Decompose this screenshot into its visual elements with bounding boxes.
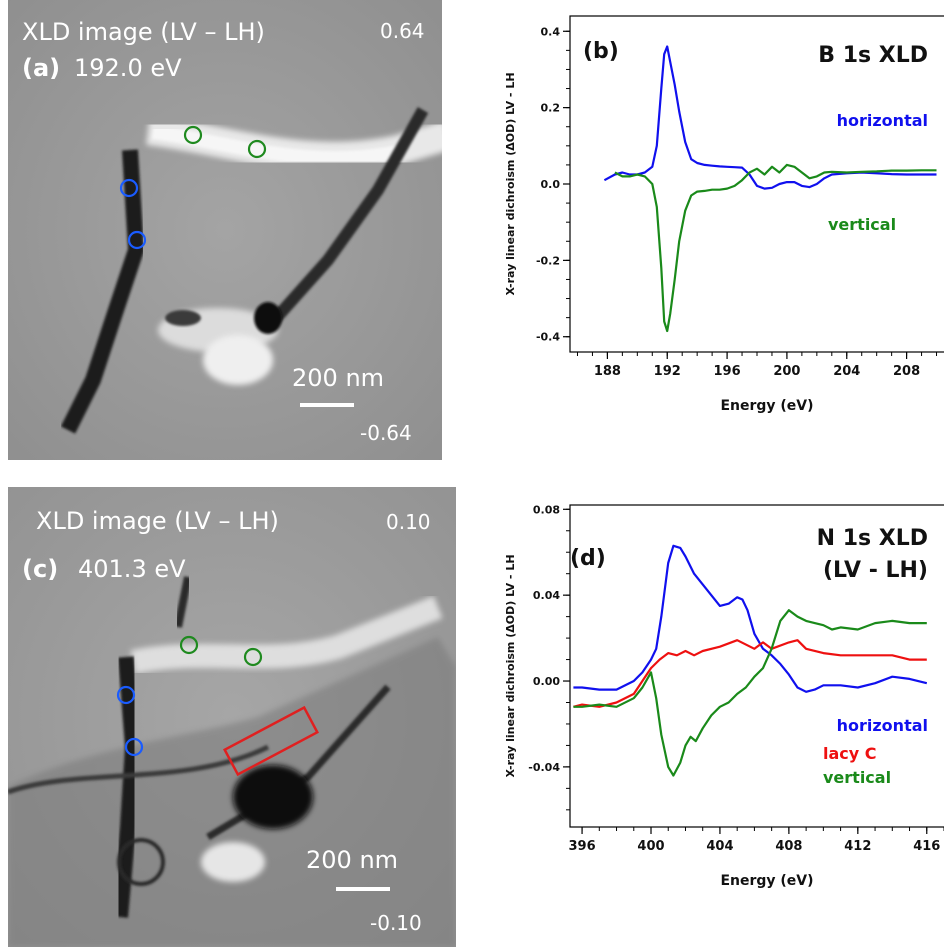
x-tick-label: 204 — [833, 364, 860, 379]
plot-frame — [569, 504, 944, 828]
horizontal-marker — [119, 178, 139, 198]
y-tick-label: 0.4 — [541, 25, 561, 38]
xld-image-panel-c: XLD image (LV – LH) (c) 401.3 eV 0.10 20… — [8, 487, 456, 947]
scale-bar — [336, 887, 390, 891]
legend-entry: vertical — [823, 768, 891, 787]
horizontal-marker — [127, 230, 147, 250]
panel-label: (d) — [570, 546, 606, 571]
y-axis-label: X-ray linear dichroism (ΔOD) LV - LH — [504, 72, 517, 295]
y-tick-label: 0.00 — [533, 675, 560, 688]
xld-image-c: XLD image (LV – LH) (c) 401.3 eV 0.10 20… — [8, 487, 456, 947]
x-tick-label: 208 — [893, 364, 920, 379]
max-value-label: 0.64 — [380, 19, 425, 43]
chart-d: 396 400 404 408 412 416 0.08 0.04 0.00 -0.04 Energ… — [504, 503, 944, 889]
xld-image-panel-a: XLD image (LV – LH) (a) 192.0 eV 0.64 20… — [8, 0, 442, 460]
scale-bar-label: 200 nm — [306, 846, 398, 874]
y-axis-label: X-ray linear dichroism (ΔOD) LV - LH — [504, 554, 517, 777]
series-line-horizontal — [603, 45, 937, 190]
panel-label: (b) — [583, 39, 619, 64]
chart-subtitle: (LV - LH) — [823, 558, 928, 583]
legend-entry: lacy C — [823, 744, 877, 763]
image-title: XLD image (LV – LH) — [22, 18, 265, 46]
chart-title: B 1s XLD — [818, 43, 928, 68]
horizontal-marker — [124, 737, 144, 757]
x-tick-label: 412 — [844, 839, 871, 854]
scale-bar — [300, 403, 354, 407]
legend-entry: vertical — [828, 215, 896, 234]
energy-label: 401.3 eV — [78, 555, 186, 583]
series-line-horizontal — [573, 544, 928, 693]
vertical-marker — [243, 647, 263, 667]
x-tick-label: 192 — [654, 364, 681, 379]
y-tick-label: -0.4 — [536, 331, 560, 344]
legend-entry: horizontal — [837, 716, 928, 735]
image-title: XLD image (LV – LH) — [36, 507, 279, 535]
series-line-lacy-c — [573, 639, 927, 708]
chart-title: N 1s XLD — [817, 526, 928, 551]
legend-entry: horizontal — [837, 111, 928, 130]
chart-panel-b: 188 192 196 200 204 208 0.4 0.2 0.0 -0.2 -0.4 Energ… — [488, 0, 944, 420]
horizontal-marker — [116, 685, 136, 705]
y-tick-label: 0.08 — [533, 503, 560, 516]
max-value-label: 0.10 — [386, 510, 431, 534]
x-tick-label: 188 — [594, 364, 621, 379]
chart-panel-d: 396 400 404 408 412 416 0.08 0.04 0.00 -0.04 Energ… — [488, 487, 944, 907]
x-tick-label: 196 — [714, 364, 741, 379]
chart-b: 188 192 196 200 204 208 0.4 0.2 0.0 -0.2 -0.4 Energ… — [504, 15, 944, 414]
min-value-label: -0.10 — [370, 911, 422, 935]
y-tick-label: 0.04 — [533, 589, 560, 602]
x-tick-label: 200 — [773, 364, 800, 379]
x-tick-label: 404 — [706, 839, 733, 854]
x-tick-label: 408 — [775, 839, 802, 854]
xld-image-a: XLD image (LV – LH) (a) 192.0 eV 0.64 20… — [8, 0, 442, 460]
y-tick-label: -0.2 — [536, 254, 560, 267]
x-tick-label: 396 — [568, 839, 595, 854]
series-line-vertical — [614, 163, 937, 333]
panel-label: (c) — [22, 555, 58, 583]
y-tick-label: 0.0 — [541, 178, 561, 191]
vertical-marker — [183, 125, 203, 145]
series-line-vertical — [573, 609, 927, 777]
y-tick-label: -0.04 — [528, 761, 560, 774]
min-value-label: -0.64 — [360, 421, 412, 445]
vertical-marker — [247, 139, 267, 159]
panel-label: (a) — [22, 54, 60, 82]
lacy-carbon-region — [223, 705, 319, 777]
x-tick-label: 400 — [637, 839, 664, 854]
x-axis-label: Energy (eV) — [720, 873, 813, 889]
energy-label: 192.0 eV — [74, 54, 182, 82]
vertical-marker — [179, 635, 199, 655]
scale-bar-label: 200 nm — [292, 364, 384, 392]
y-tick-label: 0.2 — [541, 102, 561, 115]
x-axis-label: Energy (eV) — [720, 398, 813, 414]
x-tick-label: 416 — [913, 839, 940, 854]
